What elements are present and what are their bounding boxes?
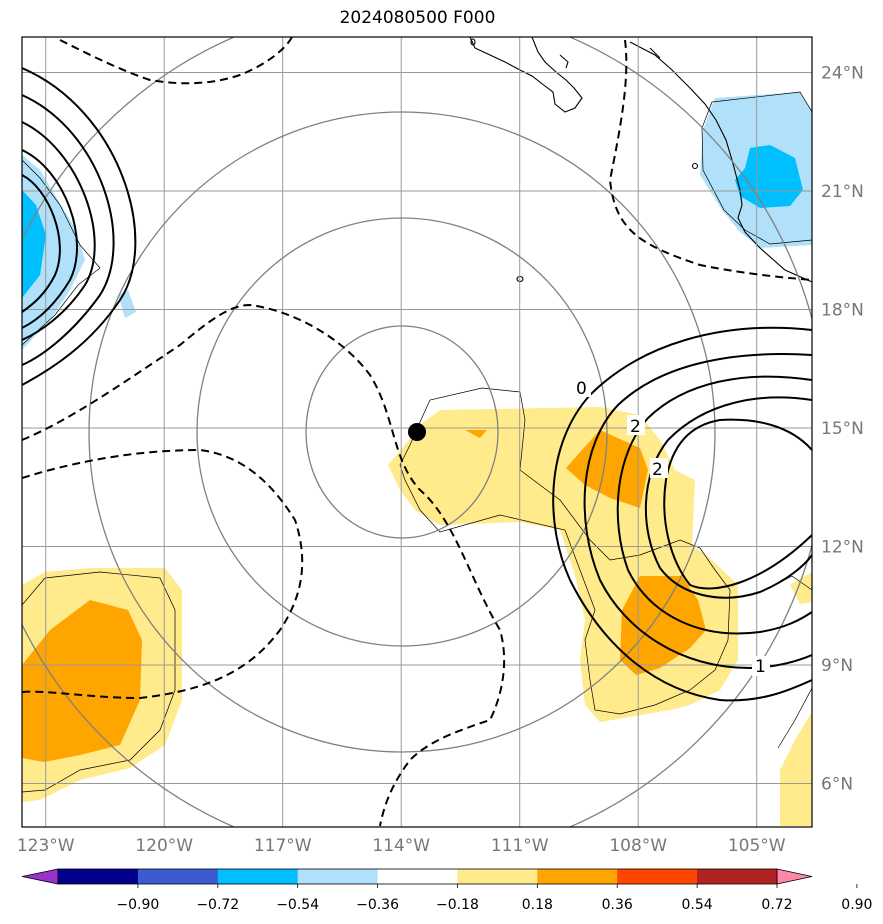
colorbar-segment <box>457 869 538 884</box>
shade-yellow-se-small <box>790 572 812 604</box>
colorbar-segment <box>58 869 139 884</box>
colorbar-tick-label: −0.54 <box>276 897 319 913</box>
contour-label-bg-0 <box>573 377 591 397</box>
coastline-gulf-inner <box>649 47 661 59</box>
contour-label-2a: 2 <box>630 417 641 437</box>
contour-label-1: 1 <box>755 657 766 677</box>
contour-labels: 0 2 2 1 <box>573 377 770 677</box>
dashed-contours <box>22 37 812 827</box>
contour-solid-e-4 <box>644 396 812 599</box>
lat-tick-label: 24°N <box>821 64 864 84</box>
colorbar-tick-label: −0.36 <box>356 897 399 913</box>
contour-label-2b: 2 <box>652 460 663 480</box>
colorbar-segment <box>377 869 458 884</box>
latitude-labels: 24°N 21°N 18°N 15°N 12°N 9°N 6°N <box>821 64 864 795</box>
colorbar-extend-low <box>21 868 59 885</box>
colorbar-segment <box>697 869 778 884</box>
shade-orange-center-2 <box>465 430 487 438</box>
contour-label-0: 0 <box>576 379 587 399</box>
contour-solid-w-1 <box>22 67 137 386</box>
colorbar-tick-label: −0.18 <box>436 897 479 913</box>
island-3 <box>470 38 476 46</box>
longitude-labels: 123°W 120°W 117°W 114°W 111°W 108°W 105°W <box>17 836 786 856</box>
range-ring-1 <box>305 325 499 539</box>
contour-solid-w-5 <box>22 174 61 313</box>
colorbar-segment <box>217 869 299 884</box>
colorbar-extend-high <box>776 868 813 885</box>
shade-light-blue-w <box>22 155 85 350</box>
contour-dashed-ne <box>608 39 812 281</box>
contour-solid-e-1 <box>552 326 812 702</box>
solid-contours <box>22 67 812 702</box>
shade-orange-center-3 <box>620 576 706 675</box>
coastline-layer <box>469 37 812 283</box>
range-rings <box>22 37 812 827</box>
colorbar-tick-label: −0.90 <box>116 897 159 913</box>
lon-tick-label: 117°W <box>254 836 312 856</box>
lat-tick-label: 21°N <box>821 182 864 202</box>
lon-tick-label: 123°W <box>17 836 75 856</box>
lat-tick-label: 15°N <box>821 419 864 439</box>
map-title: 2024080500 F000 <box>339 8 496 28</box>
island-2 <box>691 162 699 170</box>
contour-label-bg-2a <box>627 415 645 435</box>
colorbar-tick-label: 0.36 <box>602 897 633 913</box>
colorbar-segment <box>537 869 618 884</box>
colorbar: −0.90 −0.72 −0.54 −0.36 −0.18 0.18 0.36 0.54 0.7… <box>21 868 872 913</box>
lon-tick-label: 105°W <box>728 836 786 856</box>
thin-outline-center <box>399 387 731 715</box>
storm-center-marker <box>408 423 426 441</box>
shade-orange-sw <box>22 600 142 762</box>
contour-solid-w-3 <box>22 121 96 341</box>
contour-dashed-n <box>59 37 293 85</box>
contour-solid-w-2 <box>22 94 115 366</box>
contour-solid-e-5 <box>663 418 812 590</box>
colorbar-tick-label: −0.72 <box>196 897 239 913</box>
lat-tick-label: 12°N <box>821 538 864 558</box>
colorbar-tick-label: 0.90 <box>841 897 872 913</box>
coastline-mexico <box>629 41 812 283</box>
shade-orange-center-1 <box>566 430 648 508</box>
thin-outline-ne <box>701 91 812 245</box>
shading-layer <box>22 92 812 826</box>
lon-tick-label: 114°W <box>372 836 430 856</box>
shade-blue-w <box>22 190 46 298</box>
coastline-baja <box>469 37 583 113</box>
lat-tick-label: 18°N <box>821 301 864 321</box>
range-ring-3 <box>88 111 716 753</box>
contour-solid-e-2 <box>583 353 812 670</box>
thin-outline-se <box>777 687 812 749</box>
gridline-layer <box>22 37 812 827</box>
map-frame <box>21 36 813 828</box>
colorbar-segment <box>137 869 219 884</box>
lon-tick-label: 108°W <box>609 836 667 856</box>
colorbar-tick-label: 0.72 <box>761 897 792 913</box>
coastline-gulf <box>559 54 569 69</box>
contour-label-bg-1 <box>752 656 770 676</box>
lat-tick-label: 9°N <box>821 656 853 676</box>
thin-outline-sw <box>22 571 176 793</box>
range-ring-2 <box>196 217 608 647</box>
lat-tick-label: 6°N <box>821 775 853 795</box>
colorbar-tick-label: 0.54 <box>682 897 713 913</box>
contour-dashed-center <box>22 303 506 827</box>
contour-solid-e-3 <box>616 375 812 635</box>
contour-solid-w-4 <box>22 149 78 329</box>
colorbar-tick-label: 0.18 <box>522 897 553 913</box>
colorbar-segment <box>617 869 698 884</box>
colorbar-segment <box>297 869 379 884</box>
shade-blue-ne <box>735 145 803 208</box>
shade-yellow-se <box>780 712 812 826</box>
lon-tick-label: 120°W <box>135 836 193 856</box>
lon-tick-label: 111°W <box>491 836 549 856</box>
contour-label-bg-2b <box>650 458 668 478</box>
contour-dashed-sw <box>22 448 304 700</box>
colorbar-frame <box>57 868 778 885</box>
